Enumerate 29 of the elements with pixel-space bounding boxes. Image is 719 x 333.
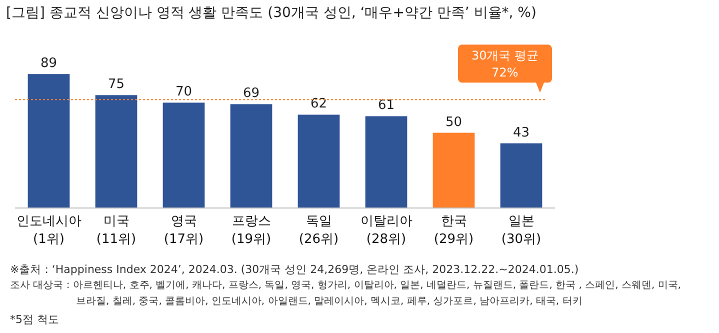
data-label: 61 [378,98,395,114]
bar [28,74,70,208]
bar [95,95,138,208]
data-label: 75 [108,77,125,92]
bar [298,114,340,208]
x-tick-label: 이탈리아 (28위) [360,214,412,247]
data-label: 89 [40,56,58,72]
ref-line-label: 30개국 평균 72% [471,48,539,80]
bar [230,104,272,208]
bar [365,116,408,208]
x-tick-label: 일본 (30위) [501,214,542,247]
bar [432,132,475,208]
x-tick-label: 영국 (17위) [164,214,204,247]
x-tick-label: 독일 (26위) [298,214,339,247]
x-tick-label: 한국 (29위) [434,214,474,247]
bar [162,102,205,208]
data-label: 62 [310,96,328,112]
bar [500,143,542,208]
x-tick-label: 인도네시아 (1위) [16,214,82,247]
text: ※출처 : ‘Happiness Index 2024’, 2024.03. (30개국 성인 24,269명, 온라인 조사, 2023.12.22.~2024.01.05.) [10,262,579,278]
data-label: 69 [242,86,260,102]
chart-title: [그림] 종교적 신앙이나 영적 생활 만족도 (30개국 성인, ‘매우+약간 만족’ 비율*, %) [6,4,536,22]
text: *5점 척도 [10,312,59,328]
data-label: 43 [512,125,530,140]
data-label: 70 [175,84,192,100]
x-tick-label: 미국 (11위) [96,214,136,247]
text: 조사 대상국 : 아르헨티나, 호주, 벨기에, 캐나다, 프랑스, 독일, 영국, 헝가리, 이탈리아, 일본, 네덜란드, 뉴질랜드, 폴란드, 한국 , 스페인, 스웨덴, 미국, 브라질, 칠레, 중국, 콜롬비아, 인도네시아, 아일랜드, 말레이시아, 멕시코, 페루, 싱가포르, 남아프리카, 태국, 터키 [10,279,682,309]
data-label: 50 [445,114,462,130]
x-tick-label: 프랑스 (19위) [231,214,272,247]
